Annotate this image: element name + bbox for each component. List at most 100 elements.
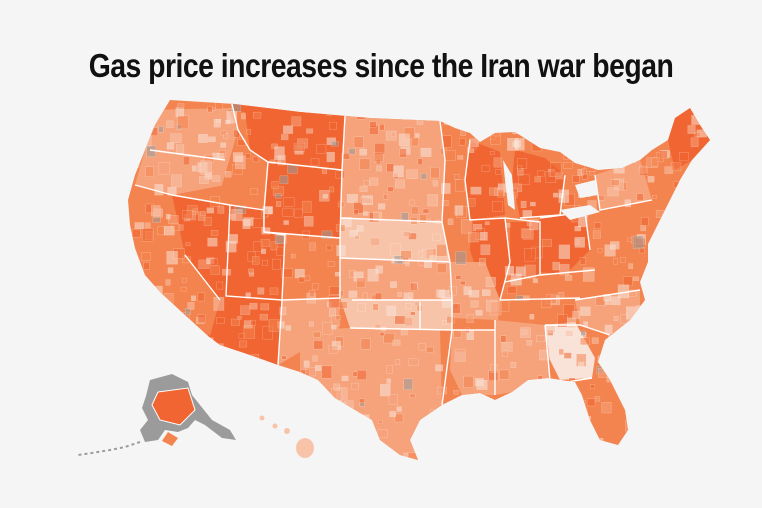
county-cell — [243, 217, 255, 226]
county-cell — [550, 379, 557, 386]
county-cell — [321, 230, 333, 239]
county-cell — [570, 421, 575, 426]
county-cell — [582, 430, 588, 437]
county-cell — [490, 364, 498, 373]
county-cell — [637, 114, 646, 126]
county-cell — [673, 354, 682, 363]
county-cell — [643, 318, 649, 325]
county-cell — [229, 424, 238, 433]
county-cell — [669, 295, 678, 306]
county-cell — [539, 349, 550, 361]
county-cell — [553, 192, 558, 198]
county-cell — [271, 181, 279, 190]
county-cell — [128, 311, 136, 319]
county-cell — [328, 295, 340, 308]
county-cell — [232, 152, 244, 162]
county-cell — [470, 186, 482, 195]
county-cell — [455, 275, 462, 280]
county-cell — [217, 205, 225, 214]
county-cell — [418, 343, 426, 351]
county-cell — [682, 418, 690, 425]
county-cell — [182, 210, 193, 220]
county-cell — [327, 261, 335, 267]
county-cell — [363, 211, 369, 216]
county-cell — [163, 225, 175, 236]
county-cell — [405, 262, 410, 267]
county-cell — [303, 216, 314, 227]
county-cell — [399, 148, 407, 158]
county-cell — [264, 385, 270, 392]
county-cell — [563, 162, 573, 169]
county-cell — [329, 121, 337, 130]
county-cell — [595, 148, 601, 155]
county-cell — [546, 106, 555, 113]
county-cell — [633, 276, 639, 281]
county-cell — [359, 158, 371, 170]
county-cell — [661, 391, 668, 399]
county-cell — [260, 239, 270, 247]
county-cell — [360, 338, 371, 350]
county-cell — [346, 194, 358, 203]
county-cell — [326, 110, 332, 116]
county-cell — [682, 445, 689, 452]
county-cell — [446, 410, 458, 420]
county-cell — [632, 235, 644, 249]
county-cell — [522, 210, 533, 218]
county-cell — [459, 138, 466, 146]
county-cell — [448, 286, 457, 296]
county-cell — [404, 317, 413, 327]
county-cell — [420, 147, 432, 157]
county-cell — [298, 276, 306, 283]
county-cell — [613, 316, 619, 321]
county-cell — [666, 322, 677, 334]
county-cell — [656, 351, 668, 365]
county-cell — [329, 186, 335, 193]
county-cell — [558, 244, 570, 259]
county-cell — [613, 368, 621, 377]
county-cell — [274, 235, 285, 245]
county-cell — [296, 419, 307, 432]
county-cell — [158, 126, 164, 133]
county-cell — [628, 263, 633, 269]
county-cell — [152, 316, 159, 323]
county-cell — [262, 325, 273, 340]
county-cell — [597, 356, 604, 363]
county-cell — [141, 252, 151, 261]
county-cell — [429, 255, 436, 262]
county-cell — [627, 405, 637, 414]
county-cell — [141, 134, 152, 147]
county-cell — [504, 418, 515, 429]
county-cell — [312, 355, 318, 362]
county-cell — [356, 111, 367, 120]
colorado-region — [282, 235, 340, 300]
county-cell — [197, 361, 205, 368]
county-cell — [208, 136, 216, 143]
county-cell — [228, 358, 234, 365]
county-cell — [679, 457, 688, 460]
county-cell — [237, 315, 242, 320]
county-cell — [500, 335, 507, 343]
county-cell — [369, 177, 379, 186]
maine-region — [668, 108, 710, 170]
county-cell — [490, 132, 501, 145]
county-cell — [383, 333, 395, 344]
county-cell — [597, 438, 604, 446]
county-cell — [215, 101, 223, 110]
county-cell — [129, 291, 138, 302]
county-cell — [171, 174, 182, 188]
county-cell — [180, 286, 187, 292]
county-cell — [250, 188, 258, 195]
county-cell — [309, 321, 314, 327]
county-cell — [492, 201, 503, 212]
county-cell — [185, 363, 192, 372]
county-cell — [514, 412, 521, 420]
county-cell — [356, 277, 366, 288]
county-cell — [683, 209, 694, 221]
county-cell — [429, 423, 437, 430]
county-cell — [518, 174, 530, 185]
county-cell — [459, 107, 467, 117]
county-cell — [349, 230, 358, 237]
county-cell — [564, 275, 573, 281]
county-cell — [651, 157, 659, 167]
